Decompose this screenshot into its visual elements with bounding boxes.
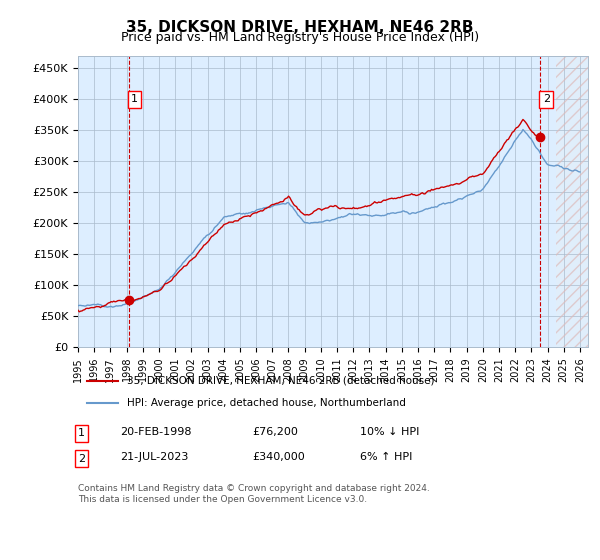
Text: 35, DICKSON DRIVE, HEXHAM, NE46 2RB: 35, DICKSON DRIVE, HEXHAM, NE46 2RB (126, 20, 474, 35)
Text: 1: 1 (78, 428, 85, 438)
Bar (556, 56, 588, 347)
Text: £76,200: £76,200 (252, 427, 298, 437)
Text: 35, DICKSON DRIVE, HEXHAM, NE46 2RB (detached house): 35, DICKSON DRIVE, HEXHAM, NE46 2RB (det… (127, 376, 434, 386)
Text: HPI: Average price, detached house, Northumberland: HPI: Average price, detached house, Nort… (127, 398, 406, 408)
Text: £340,000: £340,000 (252, 452, 305, 463)
Text: 20-FEB-1998: 20-FEB-1998 (120, 427, 191, 437)
Text: 10% ↓ HPI: 10% ↓ HPI (360, 427, 419, 437)
Text: 2: 2 (78, 454, 85, 464)
Text: Contains HM Land Registry data © Crown copyright and database right 2024.
This d: Contains HM Land Registry data © Crown c… (78, 484, 430, 504)
Bar (556, 56, 588, 347)
Text: 2: 2 (542, 95, 550, 105)
Text: 21-JUL-2023: 21-JUL-2023 (120, 452, 188, 463)
Text: 6% ↑ HPI: 6% ↑ HPI (360, 452, 412, 463)
Text: Price paid vs. HM Land Registry's House Price Index (HPI): Price paid vs. HM Land Registry's House … (121, 31, 479, 44)
Text: 1: 1 (131, 95, 138, 105)
